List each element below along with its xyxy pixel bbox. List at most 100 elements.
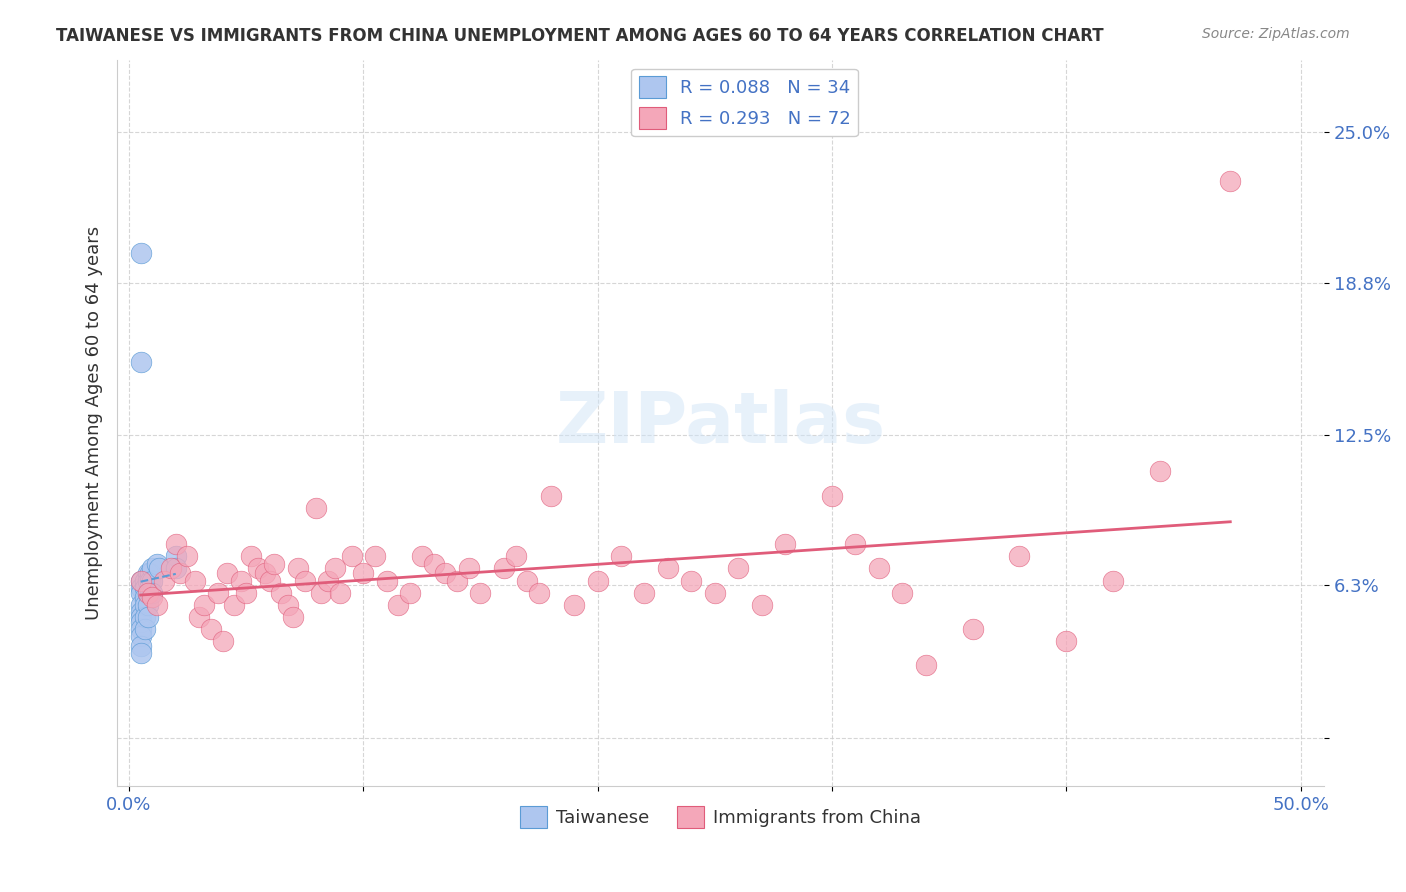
Point <box>1054 634 1077 648</box>
Point <box>136 566 159 581</box>
Point <box>129 639 152 653</box>
Point <box>329 585 352 599</box>
Point <box>562 598 585 612</box>
Point <box>751 598 773 612</box>
Point <box>422 557 444 571</box>
Point <box>305 500 328 515</box>
Point <box>129 615 152 629</box>
Point <box>844 537 866 551</box>
Point <box>703 585 725 599</box>
Point <box>891 585 914 599</box>
Point <box>235 585 257 599</box>
Text: ZIPatlas: ZIPatlas <box>555 389 886 458</box>
Point <box>165 561 187 575</box>
Point <box>239 549 262 564</box>
Point <box>129 629 152 643</box>
Point <box>527 585 550 599</box>
Point <box>470 585 492 599</box>
Point <box>1219 174 1241 188</box>
Point <box>434 566 457 581</box>
Point <box>505 549 527 564</box>
Point <box>217 566 239 581</box>
Point <box>610 549 633 564</box>
Point <box>136 598 159 612</box>
Point <box>399 585 422 599</box>
Point <box>457 561 479 575</box>
Point <box>281 610 304 624</box>
Point <box>364 549 387 564</box>
Point <box>129 605 152 619</box>
Point <box>1102 574 1125 588</box>
Point <box>821 489 844 503</box>
Point <box>129 246 152 260</box>
Point <box>411 549 433 564</box>
Point <box>129 622 152 636</box>
Point <box>141 591 163 605</box>
Point <box>129 574 152 588</box>
Point <box>492 561 515 575</box>
Point <box>160 561 183 575</box>
Point <box>129 646 152 660</box>
Point <box>211 634 233 648</box>
Point <box>224 598 246 612</box>
Point <box>586 574 609 588</box>
Point <box>193 598 215 612</box>
Point <box>129 610 152 624</box>
Point <box>287 561 309 575</box>
Point <box>148 561 170 575</box>
Y-axis label: Unemployment Among Ages 60 to 64 years: Unemployment Among Ages 60 to 64 years <box>86 226 103 620</box>
Point <box>231 574 253 588</box>
Point <box>633 585 655 599</box>
Point <box>129 355 152 369</box>
Point <box>165 549 187 564</box>
Point <box>727 561 749 575</box>
Point <box>141 561 163 575</box>
Point <box>136 585 159 599</box>
Point <box>129 598 152 612</box>
Point <box>270 585 292 599</box>
Point <box>1008 549 1031 564</box>
Point <box>323 561 346 575</box>
Point <box>200 622 222 636</box>
Point <box>136 610 159 624</box>
Point <box>253 566 276 581</box>
Point <box>294 574 316 588</box>
Point <box>176 549 198 564</box>
Point <box>129 581 152 595</box>
Point <box>136 574 159 588</box>
Point <box>139 585 162 599</box>
Point <box>309 585 332 599</box>
Point <box>316 574 339 588</box>
Point <box>387 598 409 612</box>
Point <box>139 566 162 581</box>
Point <box>129 585 152 599</box>
Point <box>375 574 398 588</box>
Point <box>134 591 156 605</box>
Point <box>134 610 156 624</box>
Point <box>516 574 538 588</box>
Point <box>134 581 156 595</box>
Point <box>246 561 269 575</box>
Point <box>141 574 163 588</box>
Point <box>263 557 285 571</box>
Point <box>183 574 205 588</box>
Point <box>657 561 679 575</box>
Point <box>277 598 299 612</box>
Point <box>169 566 191 581</box>
Point <box>446 574 468 588</box>
Point <box>259 574 281 588</box>
Text: TAIWANESE VS IMMIGRANTS FROM CHINA UNEMPLOYMENT AMONG AGES 60 TO 64 YEARS CORREL: TAIWANESE VS IMMIGRANTS FROM CHINA UNEMP… <box>56 27 1104 45</box>
Point <box>540 489 562 503</box>
Point <box>340 549 363 564</box>
Point <box>139 574 162 588</box>
Point <box>129 574 152 588</box>
Legend: Taiwanese, Immigrants from China: Taiwanese, Immigrants from China <box>513 799 928 836</box>
Point <box>773 537 796 551</box>
Point <box>914 658 936 673</box>
Point <box>136 585 159 599</box>
Point <box>165 537 187 551</box>
Point <box>134 598 156 612</box>
Point <box>962 622 984 636</box>
Point <box>134 574 156 588</box>
Point <box>141 585 163 599</box>
